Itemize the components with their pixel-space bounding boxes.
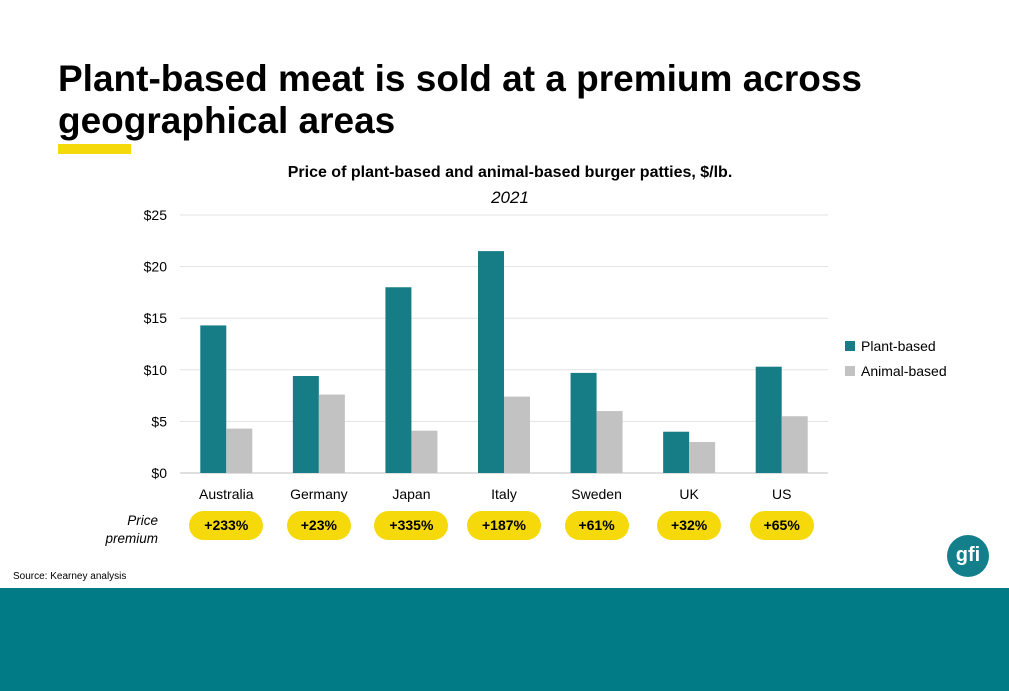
chart-title: Price of plant-based and animal-based bu… (287, 164, 733, 181)
price-premium-label: Price premium (105, 513, 158, 546)
y-tick-label: $15 (144, 310, 168, 326)
y-tick-label: $5 (151, 413, 167, 429)
price-premium-pill: +233% (189, 511, 264, 540)
bar-animal-based (504, 396, 530, 473)
legend-swatch-animal (845, 365, 855, 376)
legend-label-plant: Plant-based (861, 337, 936, 354)
bar-plant-based (570, 372, 597, 473)
price-premium-pill: +61% (564, 511, 629, 540)
footer-band (0, 588, 1009, 691)
price-premium-pill: +23% (286, 511, 351, 540)
bar-animal-based (318, 394, 345, 473)
chart-subtitle: 2021 (491, 188, 529, 207)
price-premium-pill: +32% (657, 511, 722, 540)
price-premium-pill: +187% (467, 511, 541, 540)
x-category-label: Sweden (571, 486, 622, 502)
bar-animal-based (411, 430, 438, 473)
x-category-label: Japan (392, 486, 430, 502)
gfi-logo: gfi (947, 535, 989, 577)
bar-animal-based (689, 442, 716, 473)
source-note: Source: Kearney analysis (13, 571, 127, 582)
bar-plant-based (478, 251, 504, 473)
bar-animal-based (781, 416, 808, 473)
x-category-label: Australia (199, 486, 254, 502)
bar-animal-based (226, 428, 253, 473)
bar-plant-based (292, 375, 319, 473)
slide-title: Plant-based meat is sold at a premium ac… (58, 58, 863, 141)
bar-animal-based (596, 411, 623, 473)
bar-chart: $0 $5 $10 $15 $20 $25 Australia Germany Japan Ita… (144, 207, 828, 502)
chart-legend: Plant-based Animal-based (845, 333, 947, 383)
x-category-label: Germany (290, 486, 348, 502)
legend-swatch-plant (845, 340, 855, 351)
price-premium-pill: +65% (749, 511, 814, 540)
legend-item-animal: Animal-based (845, 358, 947, 383)
bar-plant-based (755, 366, 782, 473)
y-tick-label: $0 (151, 465, 167, 481)
bar-plant-based (663, 431, 690, 473)
x-category-label: UK (679, 486, 699, 502)
x-category-label: US (772, 486, 791, 502)
title-underline (58, 144, 131, 154)
y-tick-label: $10 (144, 362, 168, 378)
bar-plant-based (385, 287, 412, 473)
price-premium-pill: +335% (374, 511, 449, 540)
y-tick-label: $20 (144, 259, 168, 275)
y-tick-label: $25 (144, 207, 168, 223)
x-category-label: Italy (491, 486, 517, 502)
legend-label-animal: Animal-based (861, 362, 947, 379)
legend-item-plant: Plant-based (845, 333, 947, 358)
bar-plant-based (200, 325, 227, 473)
